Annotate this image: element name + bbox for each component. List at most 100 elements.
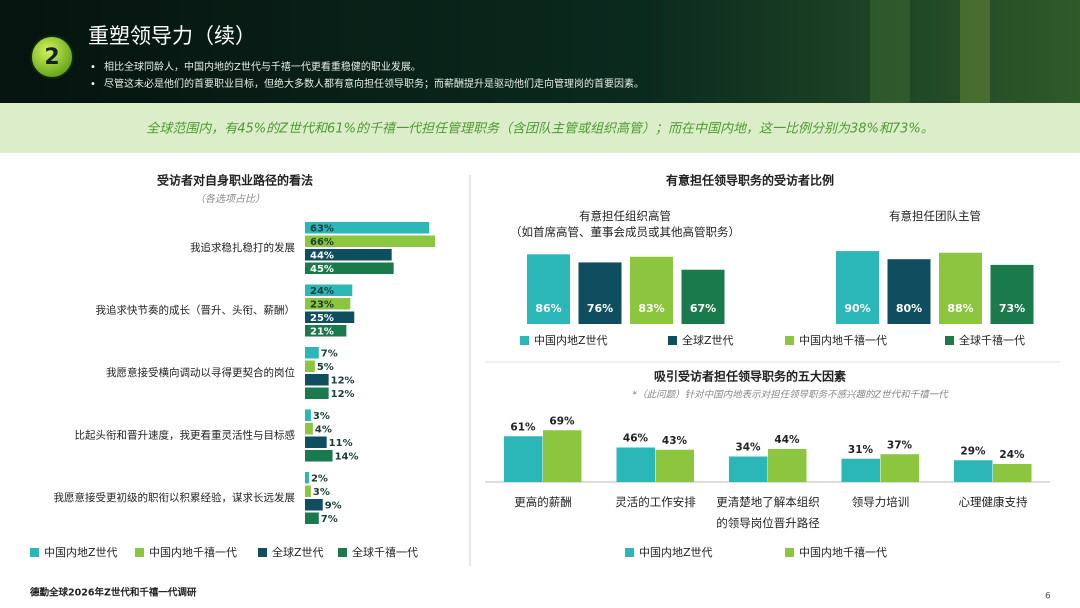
bar [305,472,309,484]
bar [305,284,353,296]
bar [305,262,394,274]
legend-label: 中国内地千禧一代 [149,545,237,559]
bar [655,449,694,482]
legend-label: 中国内地Z世代 [534,333,608,347]
bar [954,460,993,482]
legend-swatch [30,548,39,557]
value-label: 21% [310,327,334,338]
legend-label: 中国内地Z世代 [44,545,118,559]
legend-swatch [625,548,634,557]
value-label: 69% [549,415,575,427]
value-label: 7% [321,349,338,360]
bar [939,252,982,324]
footer-source: 德勤全球2026年Z世代和千禧一代调研 [30,587,197,599]
category-label: 更高的薪酬 [514,495,572,509]
bar [305,485,311,497]
value-label: 12% [331,389,355,400]
bar [305,311,355,323]
bar [578,262,622,324]
header-art [960,0,990,103]
value-label: 3% [313,411,330,422]
legend-label: 中国内地千禧一代 [799,545,887,559]
category-label: 我追求稳扎稳打的发展 [190,241,295,254]
bar [305,347,319,359]
value-label: 5% [317,362,334,373]
category-label: 领导力培训 [851,495,910,509]
bar [729,456,768,482]
bar [305,298,351,310]
bar [305,360,315,372]
value-label: 90% [844,302,870,315]
value-label: 76% [587,302,613,315]
bar [305,235,436,247]
value-label: 61% [510,421,536,433]
bar [305,222,430,234]
legend-swatch [258,548,267,557]
bar [305,249,392,261]
value-label: 73% [999,302,1025,315]
value-label: 25% [310,313,334,324]
legend-swatch [338,548,347,557]
header-title: 重塑领导力（续） [88,24,256,48]
value-label: 9% [325,501,342,512]
value-label: 14% [335,452,359,463]
legend-label: 全球Z世代 [272,545,324,559]
value-label: 7% [321,514,338,525]
bar [543,430,582,482]
value-label: 44% [774,434,800,446]
legend-label: 中国内地Z世代 [639,545,713,559]
bar [305,436,327,448]
chart-title: 受访者对自身职业路径的看法 [157,173,313,188]
value-label: 67% [690,302,716,315]
bar [305,450,333,462]
bar [681,269,725,324]
header-art [870,0,910,103]
bar [887,259,931,324]
value-label: 23% [310,300,334,311]
value-label: 86% [535,302,561,315]
value-label: 44% [310,251,334,262]
legend-label: 全球Z世代 [682,333,734,347]
value-label: 29% [960,445,986,457]
value-label: 4% [315,425,332,436]
category-label: 我愿意接受横向调动以寻得更契合的岗位 [106,366,295,379]
bar [836,251,879,324]
value-label: 34% [735,442,761,454]
value-label: 46% [623,433,649,445]
banner-text: 全球范围内，有45%的Z世代和61%的千禧一代担任管理职务（含团队主管或组织高管… [146,121,934,137]
legend-swatch [135,548,144,557]
bar [630,256,673,324]
value-label: 12% [331,376,355,387]
category-label: 心理健康支持 [958,495,1028,509]
bar [616,447,655,482]
bar [305,499,323,511]
legend-swatch [520,336,529,345]
value-label: 88% [947,302,973,315]
value-label: 2% [311,474,328,485]
group-label: 有意担任组织高管 （如首席高管、董事会成员或其他高管职务） [510,209,740,239]
bullet-dot: • [90,62,96,73]
category-label: 我愿意接受更初级的职衔以积累经验，谋求长远发展 [54,491,296,504]
chart-title: 有意担任领导职务的受访者比例 [666,173,834,188]
banner [0,103,1080,153]
category-label: 比起头衔和晋升速度，我更看重灵活性与目标感 [75,429,296,442]
value-label: 80% [896,302,922,315]
bar [305,512,319,524]
value-label: 63% [310,224,334,235]
value-label: 43% [662,435,688,447]
badge-number: 2 [44,45,59,70]
value-label: 11% [329,438,353,449]
value-label: 24% [310,286,334,297]
legend-label: 中国内地千禧一代 [799,333,887,347]
bar [305,423,313,435]
badge [30,35,74,79]
bullet-dot: • [90,79,96,90]
value-label: 37% [887,439,913,451]
value-label: 83% [638,302,664,315]
value-label: 45% [310,264,334,275]
chart-subtitle: （各选项占比） [195,193,265,205]
bar [993,464,1032,482]
bar [305,325,347,337]
legend-swatch [785,336,794,345]
